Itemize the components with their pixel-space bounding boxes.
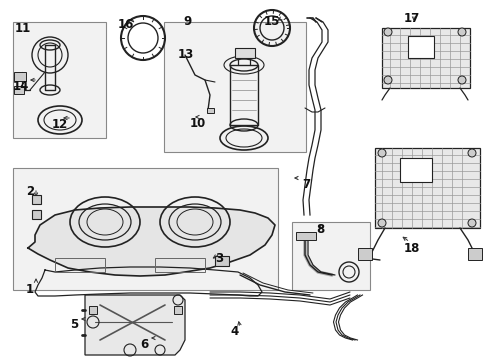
Polygon shape: [28, 207, 274, 276]
Bar: [399, 158, 431, 182]
Ellipse shape: [467, 149, 475, 157]
Bar: [163, 22, 305, 152]
Text: 7: 7: [302, 178, 309, 191]
Text: 17: 17: [403, 12, 419, 25]
Text: 5: 5: [70, 318, 78, 331]
Text: 11: 11: [15, 22, 31, 35]
Text: 4: 4: [229, 325, 238, 338]
Text: 18: 18: [403, 242, 420, 255]
Text: 9: 9: [183, 15, 191, 28]
Text: 6: 6: [140, 338, 148, 351]
Bar: [467, 248, 481, 260]
Ellipse shape: [377, 219, 385, 227]
Ellipse shape: [383, 28, 391, 36]
Bar: [32, 210, 41, 219]
Ellipse shape: [467, 219, 475, 227]
Text: 1: 1: [26, 283, 34, 296]
Bar: [215, 256, 228, 266]
Text: 3: 3: [215, 252, 223, 265]
Ellipse shape: [383, 76, 391, 84]
Bar: [155, 258, 204, 272]
Bar: [407, 36, 433, 58]
Bar: [174, 306, 182, 314]
Ellipse shape: [457, 76, 465, 84]
Text: 13: 13: [178, 48, 194, 61]
Bar: [291, 222, 369, 290]
Bar: [89, 306, 97, 314]
Bar: [13, 22, 106, 138]
Ellipse shape: [377, 149, 385, 157]
Bar: [206, 108, 214, 113]
Bar: [381, 28, 469, 88]
Text: 8: 8: [315, 223, 324, 236]
Bar: [32, 195, 41, 204]
Text: 16: 16: [118, 18, 134, 31]
Text: 10: 10: [190, 117, 206, 130]
Text: 14: 14: [13, 80, 29, 93]
Bar: [295, 232, 315, 240]
Bar: [14, 72, 26, 81]
Text: 15: 15: [264, 15, 280, 28]
Bar: [357, 248, 371, 260]
Bar: [374, 148, 479, 228]
Bar: [13, 168, 278, 290]
Bar: [55, 258, 105, 272]
Text: 12: 12: [52, 118, 68, 131]
Ellipse shape: [457, 28, 465, 36]
Text: 2: 2: [26, 185, 34, 198]
Polygon shape: [85, 295, 184, 355]
Bar: [14, 86, 24, 94]
Bar: [235, 48, 254, 58]
